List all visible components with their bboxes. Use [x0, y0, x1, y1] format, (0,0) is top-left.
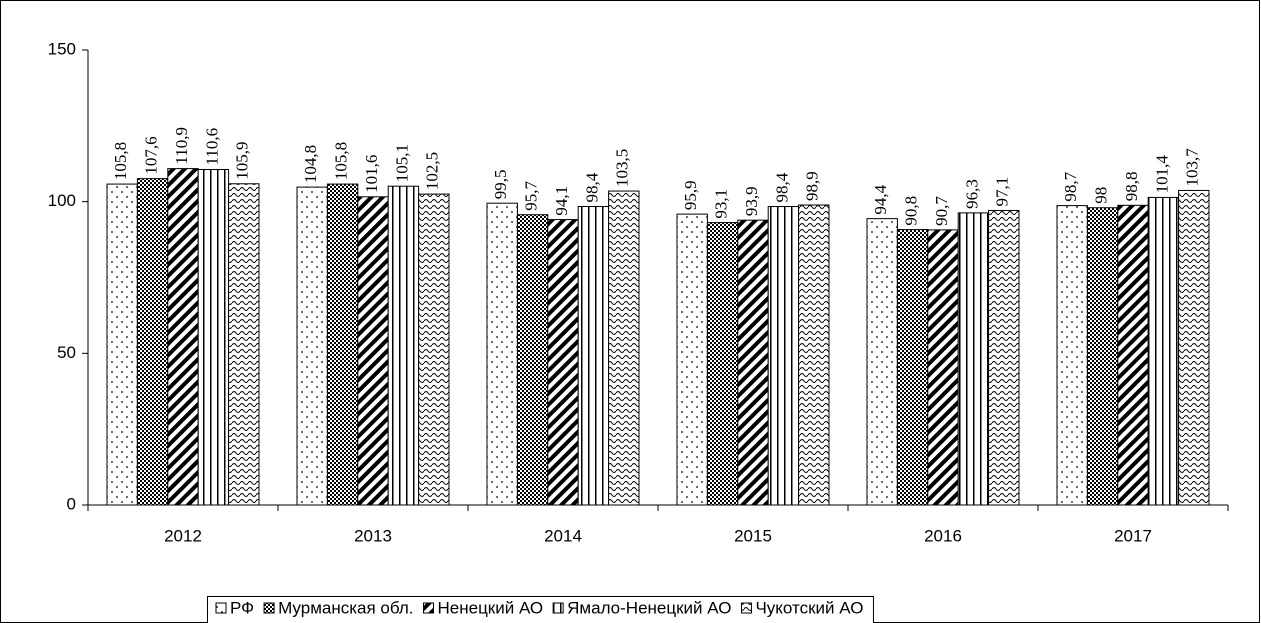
value-label: 110,9 [172, 127, 191, 165]
legend-swatch [423, 602, 434, 614]
x-tick-label: 2013 [354, 526, 392, 545]
legend-label: Мурманская обл. [278, 598, 413, 617]
legend-label: Ненецкий АО [438, 598, 544, 617]
bar [866, 218, 898, 506]
bar [1117, 204, 1149, 506]
x-tick-label: 2015 [734, 526, 772, 545]
value-label: 94,4 [871, 184, 890, 214]
bar [547, 219, 579, 506]
bar [106, 183, 138, 506]
legend-box [207, 596, 874, 623]
bar [1056, 205, 1088, 506]
value-label: 98,8 [1122, 172, 1141, 202]
value-label: 95,7 [522, 180, 541, 210]
bar [608, 190, 640, 506]
value-label: 95,9 [681, 180, 700, 210]
bar [767, 206, 800, 506]
bar [387, 185, 420, 506]
value-label: 98,7 [1061, 171, 1080, 201]
bar [1178, 189, 1210, 506]
x-tick-label: 2016 [924, 526, 962, 545]
value-label: 105,8 [332, 142, 351, 180]
value-label: 98,4 [582, 172, 601, 202]
value-label: 97,1 [993, 177, 1012, 207]
value-label: 105,8 [111, 142, 130, 180]
value-label: 93,1 [712, 189, 731, 219]
legend-swatch [215, 602, 227, 614]
value-label: 98,4 [772, 172, 791, 202]
bar [296, 186, 328, 506]
bar [516, 214, 549, 506]
bar [988, 209, 1020, 506]
bar [676, 213, 708, 506]
value-label: 107,6 [142, 136, 161, 174]
value-label: 102,5 [423, 152, 442, 190]
bar [706, 222, 739, 506]
x-tick-label: 2017 [1114, 526, 1152, 545]
bar [228, 183, 260, 506]
value-label: 103,7 [1183, 148, 1202, 187]
value-label: 98,9 [803, 171, 822, 201]
value-label: 99,5 [491, 169, 510, 199]
legend-label: Ямало-Ненецкий АО [567, 598, 731, 617]
value-label: 94,1 [552, 186, 571, 216]
x-tick-label: 2012 [164, 526, 202, 545]
bar [896, 229, 929, 506]
legend-label: Чукотский АО [755, 598, 863, 617]
bar [136, 178, 169, 506]
bar [486, 202, 518, 506]
value-label: 105,9 [233, 142, 252, 180]
value-label: 96,3 [962, 179, 981, 209]
value-label: 90,8 [902, 196, 921, 226]
y-tick-label: 150 [48, 39, 76, 58]
bar [197, 169, 230, 506]
value-label: 101,4 [1152, 155, 1171, 194]
x-tick-label: 2014 [544, 526, 582, 545]
value-label: 101,6 [362, 155, 381, 193]
legend-swatch [740, 602, 752, 614]
value-label: 110,6 [202, 128, 221, 166]
bar [326, 183, 359, 506]
value-label: 103,5 [613, 149, 632, 187]
value-label: 93,9 [742, 186, 761, 216]
bar [1086, 207, 1119, 506]
bar [167, 168, 199, 506]
bar [418, 193, 450, 506]
bar [357, 196, 389, 506]
value-label: 105,1 [392, 144, 411, 182]
value-label: 90,7 [932, 196, 951, 226]
bar [577, 206, 610, 506]
value-label: 104,8 [301, 145, 320, 183]
bar [1147, 196, 1180, 506]
legend-label: РФ [230, 598, 254, 617]
bar [737, 219, 769, 506]
y-tick-label: 50 [57, 343, 76, 362]
bar [957, 212, 990, 506]
value-label: 98 [1092, 187, 1111, 204]
bar [927, 229, 959, 506]
legend-swatch [263, 602, 275, 614]
y-tick-label: 100 [48, 191, 76, 210]
bar [798, 204, 830, 506]
legend-swatch [552, 602, 564, 614]
y-tick-label: 0 [67, 494, 76, 513]
